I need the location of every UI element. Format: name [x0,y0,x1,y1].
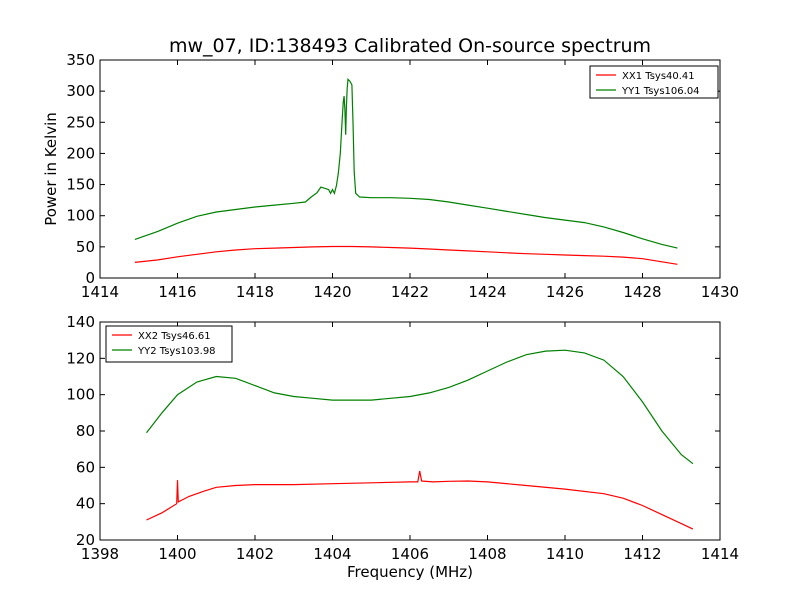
x-tick-label: 1412 [623,545,661,563]
x-tick-label: 1408 [468,545,506,563]
x-tick-label: 1428 [623,283,661,301]
x-axis-label: Frequency (MHz) [347,563,473,581]
x-tick-label: 1398 [81,545,119,563]
x-tick-label: 1418 [236,283,274,301]
legend-label: YY1 Tsys106.04 [621,86,700,97]
y-tick-label: 120 [66,349,95,367]
series-line-yy1-tsys106-04 [134,77,678,249]
legend: XX2 Tsys46.61 YY2 Tsys103.98 [105,325,233,363]
y-tick-label: 100 [66,386,95,404]
y-tick-label: 150 [66,176,95,194]
x-tick-label: 1404 [313,545,351,563]
series-line-yy2-tsys103-98 [146,349,694,465]
y-tick-label: 100 [66,207,95,225]
x-tick-label: 1414 [81,283,119,301]
bottom-panel: 1398 1400 1402 1404 1406 1408 1410 1412 1414 20 40… [66,313,739,563]
x-tick-label: 1430 [701,283,739,301]
x-tick-label: 1426 [546,283,584,301]
legend-box [105,325,233,363]
x-tick-label: 1406 [391,545,429,563]
x-tick-label: 1410 [546,545,584,563]
y-tick-label: 50 [76,238,95,256]
figure-title: mw_07, ID:138493 Calibrated On-source sp… [169,35,651,57]
y-tick-label: 20 [76,531,95,549]
y-tick-label: 350 [66,51,95,69]
x-tick-label: 1402 [236,545,274,563]
x-tick-label: 1414 [701,545,739,563]
y-tick-label: 140 [66,313,95,331]
legend: XX1 Tsys40.41 YY1 Tsys106.04 [589,65,719,99]
legend-label: YY2 Tsys103.98 [137,346,216,357]
y-tick-label: 250 [66,113,95,131]
y-tick-label: 40 [76,495,95,513]
y-tick-label: 60 [76,458,95,476]
legend-label: XX1 Tsys40.41 [622,71,695,82]
legend-label: XX2 Tsys46.61 [138,331,211,342]
series-line-xx1-tsys40-41 [134,245,678,265]
y-tick-label: 80 [76,422,95,440]
series-line-xx2-tsys46-61 [146,470,694,530]
x-tick-label: 1422 [391,283,429,301]
x-tick-label: 1416 [158,283,196,301]
top-panel: 1414 1416 1418 1420 1422 1424 1426 1428 1430 0 50 1… [42,51,739,301]
x-tick-label: 1424 [468,283,506,301]
x-tick-label: 1400 [158,545,196,563]
x-tick-label: 1420 [313,283,351,301]
y-tick-label: 0 [85,269,95,287]
y-tick-label: 300 [66,82,95,100]
y-tick-label: 200 [66,144,95,162]
y-axis-label: Power in Kelvin [42,112,60,226]
legend-box [589,65,719,99]
